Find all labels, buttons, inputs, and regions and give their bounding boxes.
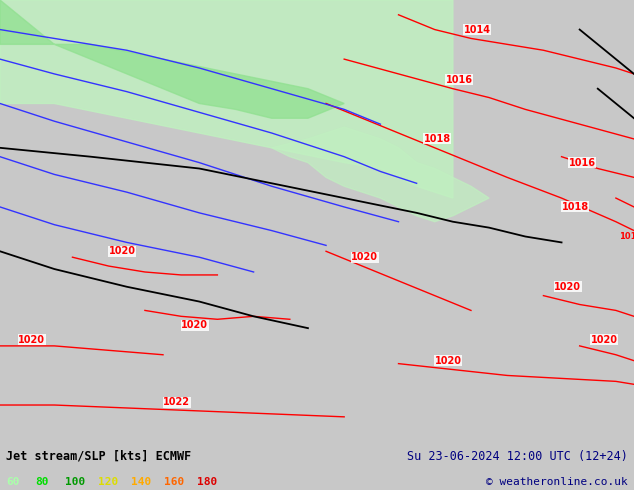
Text: Jet stream/SLP [kts] ECMWF: Jet stream/SLP [kts] ECMWF (6, 450, 191, 463)
Text: 80: 80 (35, 477, 48, 487)
Text: 120: 120 (98, 477, 119, 487)
Polygon shape (272, 127, 489, 221)
Text: 140: 140 (131, 477, 152, 487)
Text: 1020: 1020 (108, 246, 136, 256)
Polygon shape (0, 0, 344, 118)
Text: 1018: 1018 (424, 134, 451, 144)
Text: 1014: 1014 (463, 24, 491, 35)
Text: 1022: 1022 (163, 397, 190, 407)
Text: 1020: 1020 (554, 282, 581, 292)
Text: Su 23-06-2024 12:00 UTC (12+24): Su 23-06-2024 12:00 UTC (12+24) (407, 450, 628, 463)
Text: 1020: 1020 (351, 252, 378, 262)
Text: 1020: 1020 (435, 356, 462, 366)
Text: 101: 101 (619, 232, 634, 241)
Text: 180: 180 (197, 477, 217, 487)
Text: 1016: 1016 (446, 75, 472, 85)
Text: 1018: 1018 (562, 202, 588, 212)
Text: 100: 100 (65, 477, 86, 487)
Text: 1020: 1020 (590, 335, 618, 345)
Text: 160: 160 (164, 477, 184, 487)
Text: 1016: 1016 (569, 158, 596, 168)
Text: 60: 60 (6, 477, 20, 487)
Text: 1020: 1020 (18, 335, 45, 345)
Polygon shape (0, 0, 453, 198)
Text: © weatheronline.co.uk: © weatheronline.co.uk (486, 477, 628, 487)
Text: 1020: 1020 (181, 320, 208, 330)
